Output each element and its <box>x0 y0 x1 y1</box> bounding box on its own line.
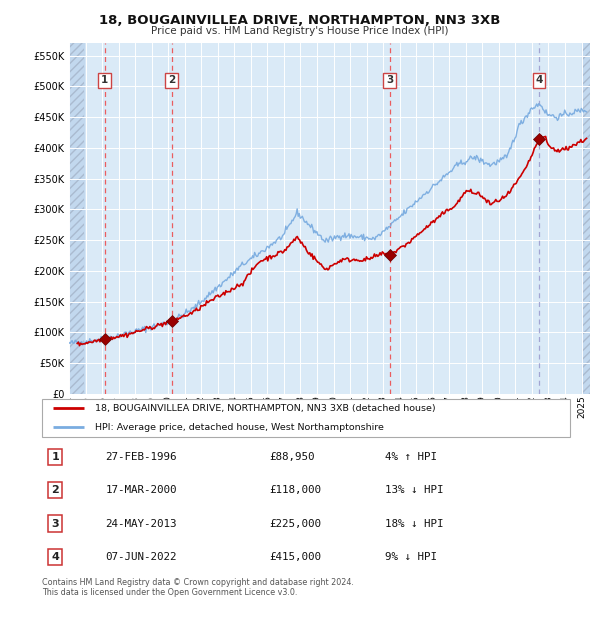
Text: 24-MAY-2013: 24-MAY-2013 <box>106 518 177 528</box>
Text: HPI: Average price, detached house, West Northamptonshire: HPI: Average price, detached house, West… <box>95 423 383 432</box>
Text: 4% ↑ HPI: 4% ↑ HPI <box>385 452 437 462</box>
Text: £88,950: £88,950 <box>269 452 314 462</box>
Text: 18% ↓ HPI: 18% ↓ HPI <box>385 518 444 528</box>
Text: £118,000: £118,000 <box>269 485 321 495</box>
Bar <box>69 43 84 394</box>
Text: 2: 2 <box>168 75 175 86</box>
Text: Price paid vs. HM Land Registry's House Price Index (HPI): Price paid vs. HM Land Registry's House … <box>151 26 449 36</box>
Bar <box>583 43 590 394</box>
Text: £225,000: £225,000 <box>269 518 321 528</box>
Text: 9% ↓ HPI: 9% ↓ HPI <box>385 552 437 562</box>
Text: £415,000: £415,000 <box>269 552 321 562</box>
Text: 27-FEB-1996: 27-FEB-1996 <box>106 452 177 462</box>
Text: 18, BOUGAINVILLEA DRIVE, NORTHAMPTON, NN3 3XB: 18, BOUGAINVILLEA DRIVE, NORTHAMPTON, NN… <box>100 14 500 27</box>
Text: 17-MAR-2000: 17-MAR-2000 <box>106 485 177 495</box>
Text: 4: 4 <box>51 552 59 562</box>
Text: 2: 2 <box>52 485 59 495</box>
Text: 3: 3 <box>52 518 59 528</box>
Text: 4: 4 <box>535 75 543 86</box>
Bar <box>69 43 84 394</box>
Text: 18, BOUGAINVILLEA DRIVE, NORTHAMPTON, NN3 3XB (detached house): 18, BOUGAINVILLEA DRIVE, NORTHAMPTON, NN… <box>95 404 436 413</box>
Text: Contains HM Land Registry data © Crown copyright and database right 2024.
This d: Contains HM Land Registry data © Crown c… <box>42 578 354 597</box>
Text: 3: 3 <box>386 75 393 86</box>
Text: 1: 1 <box>52 452 59 462</box>
Text: 07-JUN-2022: 07-JUN-2022 <box>106 552 177 562</box>
Text: 13% ↓ HPI: 13% ↓ HPI <box>385 485 444 495</box>
Text: 1: 1 <box>101 75 108 86</box>
Bar <box>583 43 590 394</box>
